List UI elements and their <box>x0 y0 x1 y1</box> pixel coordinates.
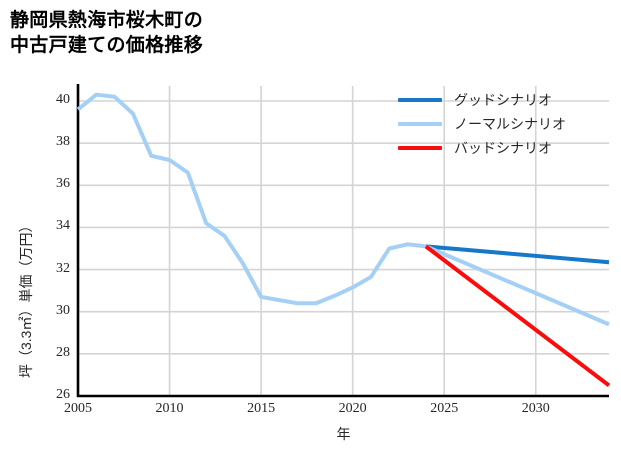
y-tick-label: 34 <box>56 218 70 234</box>
y-tick-label: 36 <box>56 176 70 192</box>
series-line-2 <box>425 244 610 327</box>
legend-label: グッドシナリオ <box>454 92 552 108</box>
series-line-3 <box>424 244 611 388</box>
x-tick-label: 2020 <box>338 401 367 416</box>
legend-item-1[interactable]: ノーマルシナリオ <box>398 112 566 136</box>
x-tick-label: 2025 <box>430 401 459 416</box>
chart-title: 静岡県熱海市桜木町の 中古戸建ての価格推移 <box>10 10 204 57</box>
legend-item-2[interactable]: バッドシナリオ <box>398 136 566 160</box>
y-tick-label: 28 <box>56 344 70 360</box>
legend-swatch-line-icon <box>398 98 442 102</box>
legend-item-0[interactable]: グッドシナリオ <box>398 88 566 112</box>
axis-lines <box>76 84 609 398</box>
y-tick-label: 32 <box>56 260 70 276</box>
gridlines <box>77 86 609 397</box>
legend-label: ノーマルシナリオ <box>454 116 566 132</box>
x-axis-label: 年 <box>336 426 351 442</box>
y-tick-label: 38 <box>56 134 70 150</box>
legend-label: バッドシナリオ <box>454 140 552 156</box>
chart-legend: グッドシナリオ ノーマルシナリオ バッドシナリオ <box>398 88 566 160</box>
series-line-1 <box>425 244 610 265</box>
x-tick-label: 2015 <box>247 401 276 416</box>
x-tick-label: 2030 <box>521 401 550 416</box>
x-tick-label: 2005 <box>64 401 92 416</box>
series-line-0 <box>76 92 427 306</box>
y-tick-label: 26 <box>56 387 70 402</box>
y-tick-label: 40 <box>56 92 70 107</box>
legend-swatch-line-icon <box>398 122 442 126</box>
x-tick-label: 2010 <box>155 401 184 416</box>
y-tick-label: 30 <box>56 302 70 318</box>
legend-swatch-line-icon <box>398 146 442 150</box>
data-series <box>76 92 611 388</box>
y-axis-label: 坪（3.3㎡）単価（万円） <box>18 218 34 378</box>
